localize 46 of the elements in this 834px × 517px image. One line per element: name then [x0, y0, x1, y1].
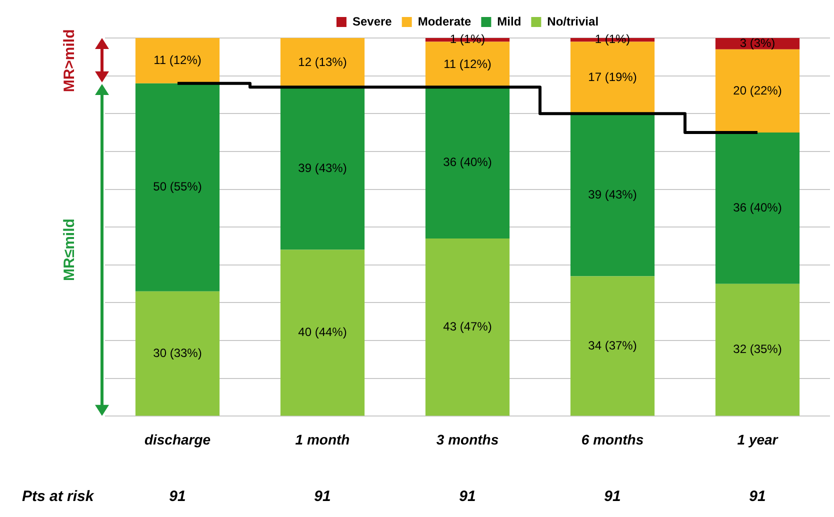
x-tick-label: 1 month: [295, 431, 350, 448]
text: 91: [169, 488, 186, 506]
bar: [425, 87, 510, 238]
data-label: 11 (12%): [444, 56, 492, 71]
data-label: 40 (44%): [298, 325, 347, 340]
data-label: 11 (12%): [154, 53, 202, 68]
data-label: 39 (43%): [298, 160, 347, 175]
text: MR>mild: [61, 29, 78, 92]
text: 91: [749, 488, 766, 506]
bar: [570, 276, 655, 416]
data-label: 12 (13%): [298, 54, 347, 69]
bar: [425, 238, 510, 416]
bar: [715, 49, 800, 133]
bar: [715, 284, 800, 416]
x-tick-label: discharge: [144, 431, 211, 448]
data-label: 50 (55%): [153, 180, 202, 194]
text: 91: [314, 488, 331, 506]
bar: [135, 291, 220, 416]
data-label: 36 (40%): [443, 155, 492, 170]
data-label: 34 (37%): [588, 338, 637, 352]
data-label: 43 (47%): [443, 319, 492, 334]
data-label: 30 (33%): [153, 346, 202, 360]
x-tick-label: 1 year: [737, 431, 780, 448]
data-label: 39 (43%): [588, 187, 637, 202]
text: MR≤mild: [61, 218, 78, 281]
data-label: 36 (40%): [733, 200, 782, 215]
x-tick-label: 6 months: [581, 431, 644, 448]
data-label: 3 (3%): [740, 36, 776, 50]
legend-label: No/trivial: [547, 14, 599, 28]
text: Pts at risk: [22, 488, 94, 506]
data-label: 32 (35%): [733, 342, 782, 356]
bar: [135, 38, 220, 84]
data-label: 20 (22%): [733, 83, 782, 98]
x-tick-label: 3 months: [436, 431, 499, 448]
bar: [280, 87, 365, 250]
bar: [135, 83, 220, 292]
bar: [715, 132, 800, 284]
text: 91: [604, 488, 621, 506]
legend-label: Mild: [497, 14, 522, 28]
bar: [280, 38, 365, 88]
legend-label: Severe: [352, 14, 392, 28]
data-label: 17 (19%): [588, 70, 637, 84]
text: 91: [459, 488, 476, 506]
bar: [280, 250, 365, 416]
bar: [570, 114, 655, 276]
legend-label: Moderate: [418, 14, 472, 28]
